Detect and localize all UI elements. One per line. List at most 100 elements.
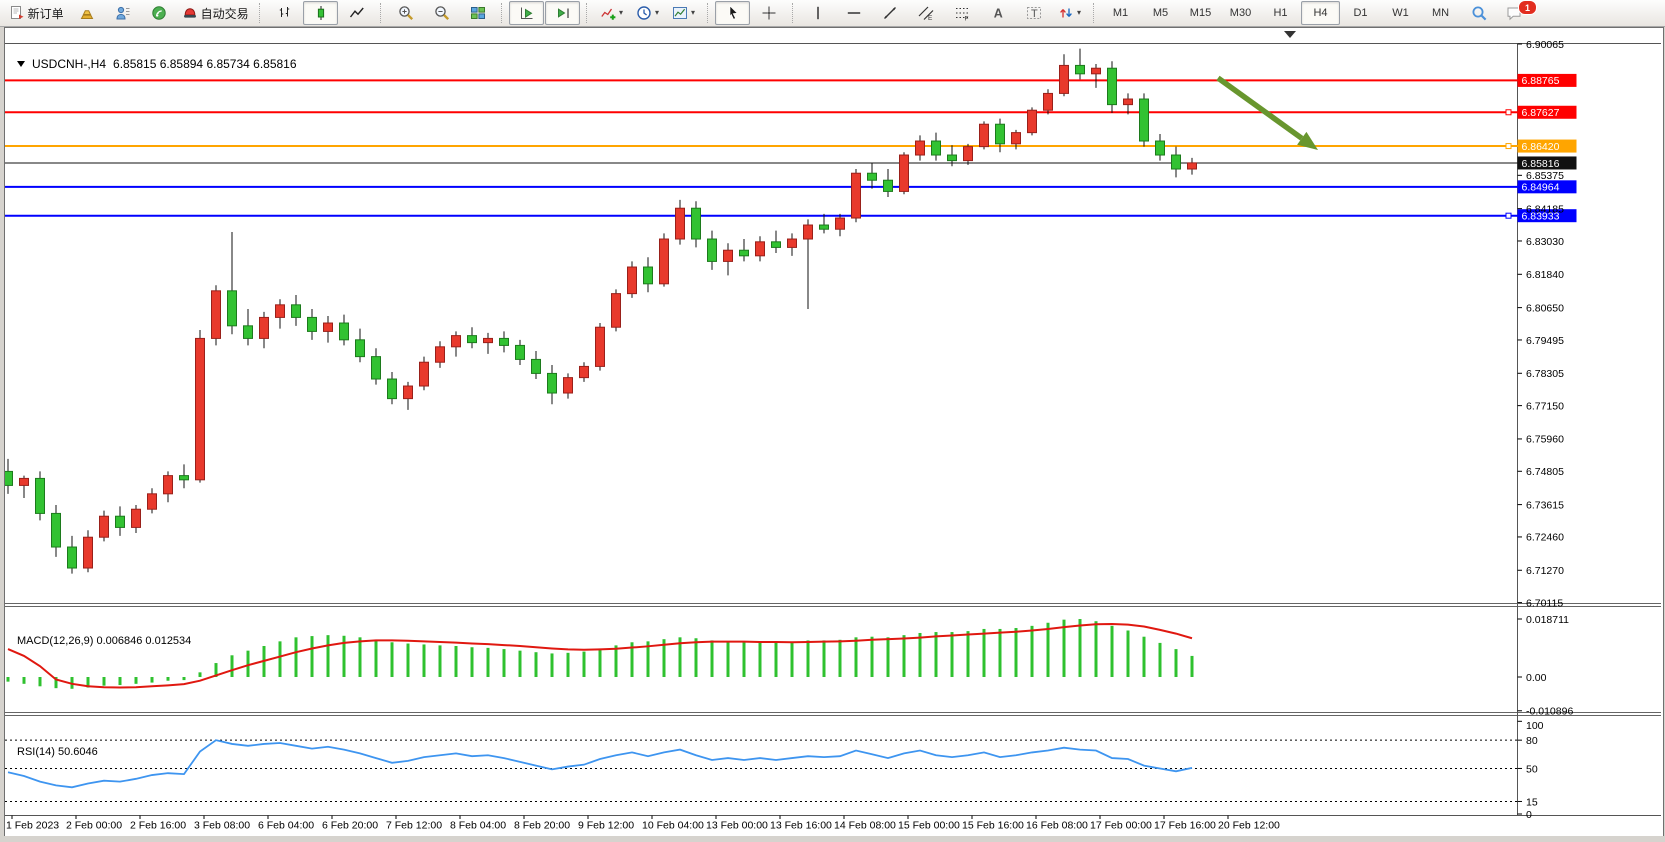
- templates-button[interactable]: ▾: [666, 1, 701, 25]
- candle-bullish: [211, 290, 221, 339]
- rsi-indicator-label: RSI(14) 50.6046: [17, 746, 98, 758]
- chart-title: USDCNH-,H4 6.85815 6.85894 6.85734 6.858…: [17, 57, 297, 71]
- rsi-panel: 100 80 50 150: [5, 720, 1544, 821]
- horizontal-line-button[interactable]: [836, 1, 871, 25]
- price-axis: 6.90065 6.85375 6.84185 6.83030 6.81840 6.806…: [1517, 39, 1564, 609]
- timeframe-mn-button-label: MN: [1431, 7, 1450, 19]
- candle-bullish: [1011, 132, 1021, 145]
- timeframe-m30-button[interactable]: M30: [1221, 1, 1260, 25]
- level-price-tag: [1517, 139, 1577, 153]
- zoom-out-icon: [434, 5, 450, 21]
- time-axis: 1 Feb 2023 2 Feb 00:00 2 Feb 16:00 3 Feb 08…: [6, 815, 1280, 832]
- timeframe-d1-button[interactable]: D1: [1341, 1, 1380, 25]
- candle-bullish: [723, 249, 733, 262]
- line-chart-button[interactable]: [339, 1, 374, 25]
- indicators-button[interactable]: ▾: [594, 1, 629, 25]
- macd-signal-line: [7, 622, 1193, 689]
- timeframe-m5-button[interactable]: M5: [1141, 1, 1180, 25]
- trendline-button[interactable]: [872, 1, 907, 25]
- candle-bearish: [291, 304, 301, 318]
- timeframe-h4-button[interactable]: H4: [1301, 1, 1340, 25]
- candle-bearish: [691, 207, 701, 240]
- new-order-icon: [9, 5, 25, 21]
- macd-indicator-label: MACD(12,26,9) 0.006846 0.012534: [17, 635, 192, 647]
- level-price-tag: [1517, 180, 1577, 194]
- toolbar-separator: [380, 3, 382, 23]
- cursor-button[interactable]: [715, 1, 751, 25]
- arrows-button[interactable]: ▾: [1052, 1, 1087, 25]
- time-tick-label: 17 Feb 16:00: [1154, 820, 1216, 832]
- person-chart-icon: [115, 5, 131, 21]
- timeframe-m1-button[interactable]: M1: [1101, 1, 1140, 25]
- timeframe-m15-button-label: M15: [1189, 7, 1212, 19]
- search-button[interactable]: [1461, 1, 1496, 25]
- price-tick-label: 6.72460: [1526, 532, 1564, 544]
- candle-bearish: [947, 154, 957, 162]
- vertical-line-button[interactable]: [800, 1, 835, 25]
- price-tick-label: 6.73615: [1526, 499, 1564, 511]
- time-tick-label: 13 Feb 00:00: [706, 820, 768, 832]
- new-order-button[interactable]: 新订单: [4, 1, 68, 25]
- price-tick-label: 6.85375: [1526, 170, 1564, 182]
- timeframe-h4-button-label: H4: [1313, 7, 1328, 19]
- candle-bullish: [579, 365, 589, 379]
- line-handle[interactable]: [1505, 143, 1512, 150]
- chevron-down-icon: ▾: [1077, 8, 1082, 17]
- level-price-tag-text: 6.84964: [1522, 182, 1560, 194]
- line-handle[interactable]: [1505, 212, 1512, 219]
- auto-scroll-button[interactable]: [509, 1, 545, 25]
- time-tick-label: 8 Feb 20:00: [514, 820, 570, 832]
- candle-bullish: [563, 377, 573, 394]
- trend-arrow-annotation[interactable]: [1216, 75, 1318, 150]
- candle-bullish: [1027, 109, 1037, 134]
- level-price-tag: [1517, 105, 1577, 119]
- equidistant-channel-button[interactable]: E: [908, 1, 943, 25]
- crosshair-button[interactable]: [751, 1, 786, 25]
- arrow-objects-icon: [1058, 5, 1074, 21]
- tile-windows-button[interactable]: [460, 1, 495, 25]
- autotrading-button[interactable]: 自动交易: [177, 1, 253, 25]
- profile-button[interactable]: [105, 1, 140, 25]
- level-price-tag: [1517, 156, 1577, 170]
- market-watch-button[interactable]: [69, 1, 104, 25]
- gold-ingot-icon: [79, 5, 95, 21]
- candle-bullish: [275, 304, 285, 318]
- zoom-in-button[interactable]: [388, 1, 423, 25]
- candle-bearish: [227, 290, 237, 327]
- text-label-button[interactable]: T: [1016, 1, 1051, 25]
- candle-bearish: [1075, 64, 1085, 75]
- timeframe-mn-button[interactable]: MN: [1421, 1, 1460, 25]
- bar-chart-button[interactable]: [267, 1, 302, 25]
- time-tick-label: 10 Feb 04:00: [642, 820, 704, 832]
- chart-menu-dropdown-icon[interactable]: [17, 61, 25, 67]
- window-bottom-edge: [0, 836, 1665, 842]
- timeframe-w1-button[interactable]: W1: [1381, 1, 1420, 25]
- candlestick-button[interactable]: [303, 1, 339, 25]
- notification-badge: 1: [1518, 0, 1537, 15]
- periods-button[interactable]: ▾: [630, 1, 665, 25]
- candle-bullish: [851, 172, 861, 219]
- svg-text:T: T: [1031, 8, 1038, 20]
- timeframe-m15-button[interactable]: M15: [1181, 1, 1220, 25]
- signals-button[interactable]: [141, 1, 176, 25]
- text-button[interactable]: A: [980, 1, 1015, 25]
- time-tick-label: 16 Feb 08:00: [1026, 820, 1088, 832]
- zoom-out-button[interactable]: [424, 1, 459, 25]
- candle-bearish: [883, 179, 893, 192]
- rsi-line: [7, 739, 1193, 789]
- macd-axis-label: 0.00: [1526, 672, 1547, 684]
- timeframe-m5-button-label: M5: [1152, 7, 1169, 19]
- toolbar-separator: [259, 3, 261, 23]
- macd-panel: 0.018711 0.00 -0.010896: [6, 614, 1573, 718]
- clock-icon: [636, 5, 652, 21]
- zoom-in-icon: [398, 5, 414, 21]
- candle-bullish: [835, 217, 845, 230]
- candle-bullish: [323, 322, 333, 332]
- timeframe-h1-button[interactable]: H1: [1261, 1, 1300, 25]
- line-handle[interactable]: [1505, 109, 1512, 116]
- chart-shift-button[interactable]: [545, 1, 581, 25]
- time-tick-label: 1 Feb 2023: [6, 820, 59, 832]
- time-tick-label: 15 Feb 16:00: [962, 820, 1024, 832]
- candle-bearish: [35, 477, 45, 514]
- fibonacci-button[interactable]: F: [944, 1, 979, 25]
